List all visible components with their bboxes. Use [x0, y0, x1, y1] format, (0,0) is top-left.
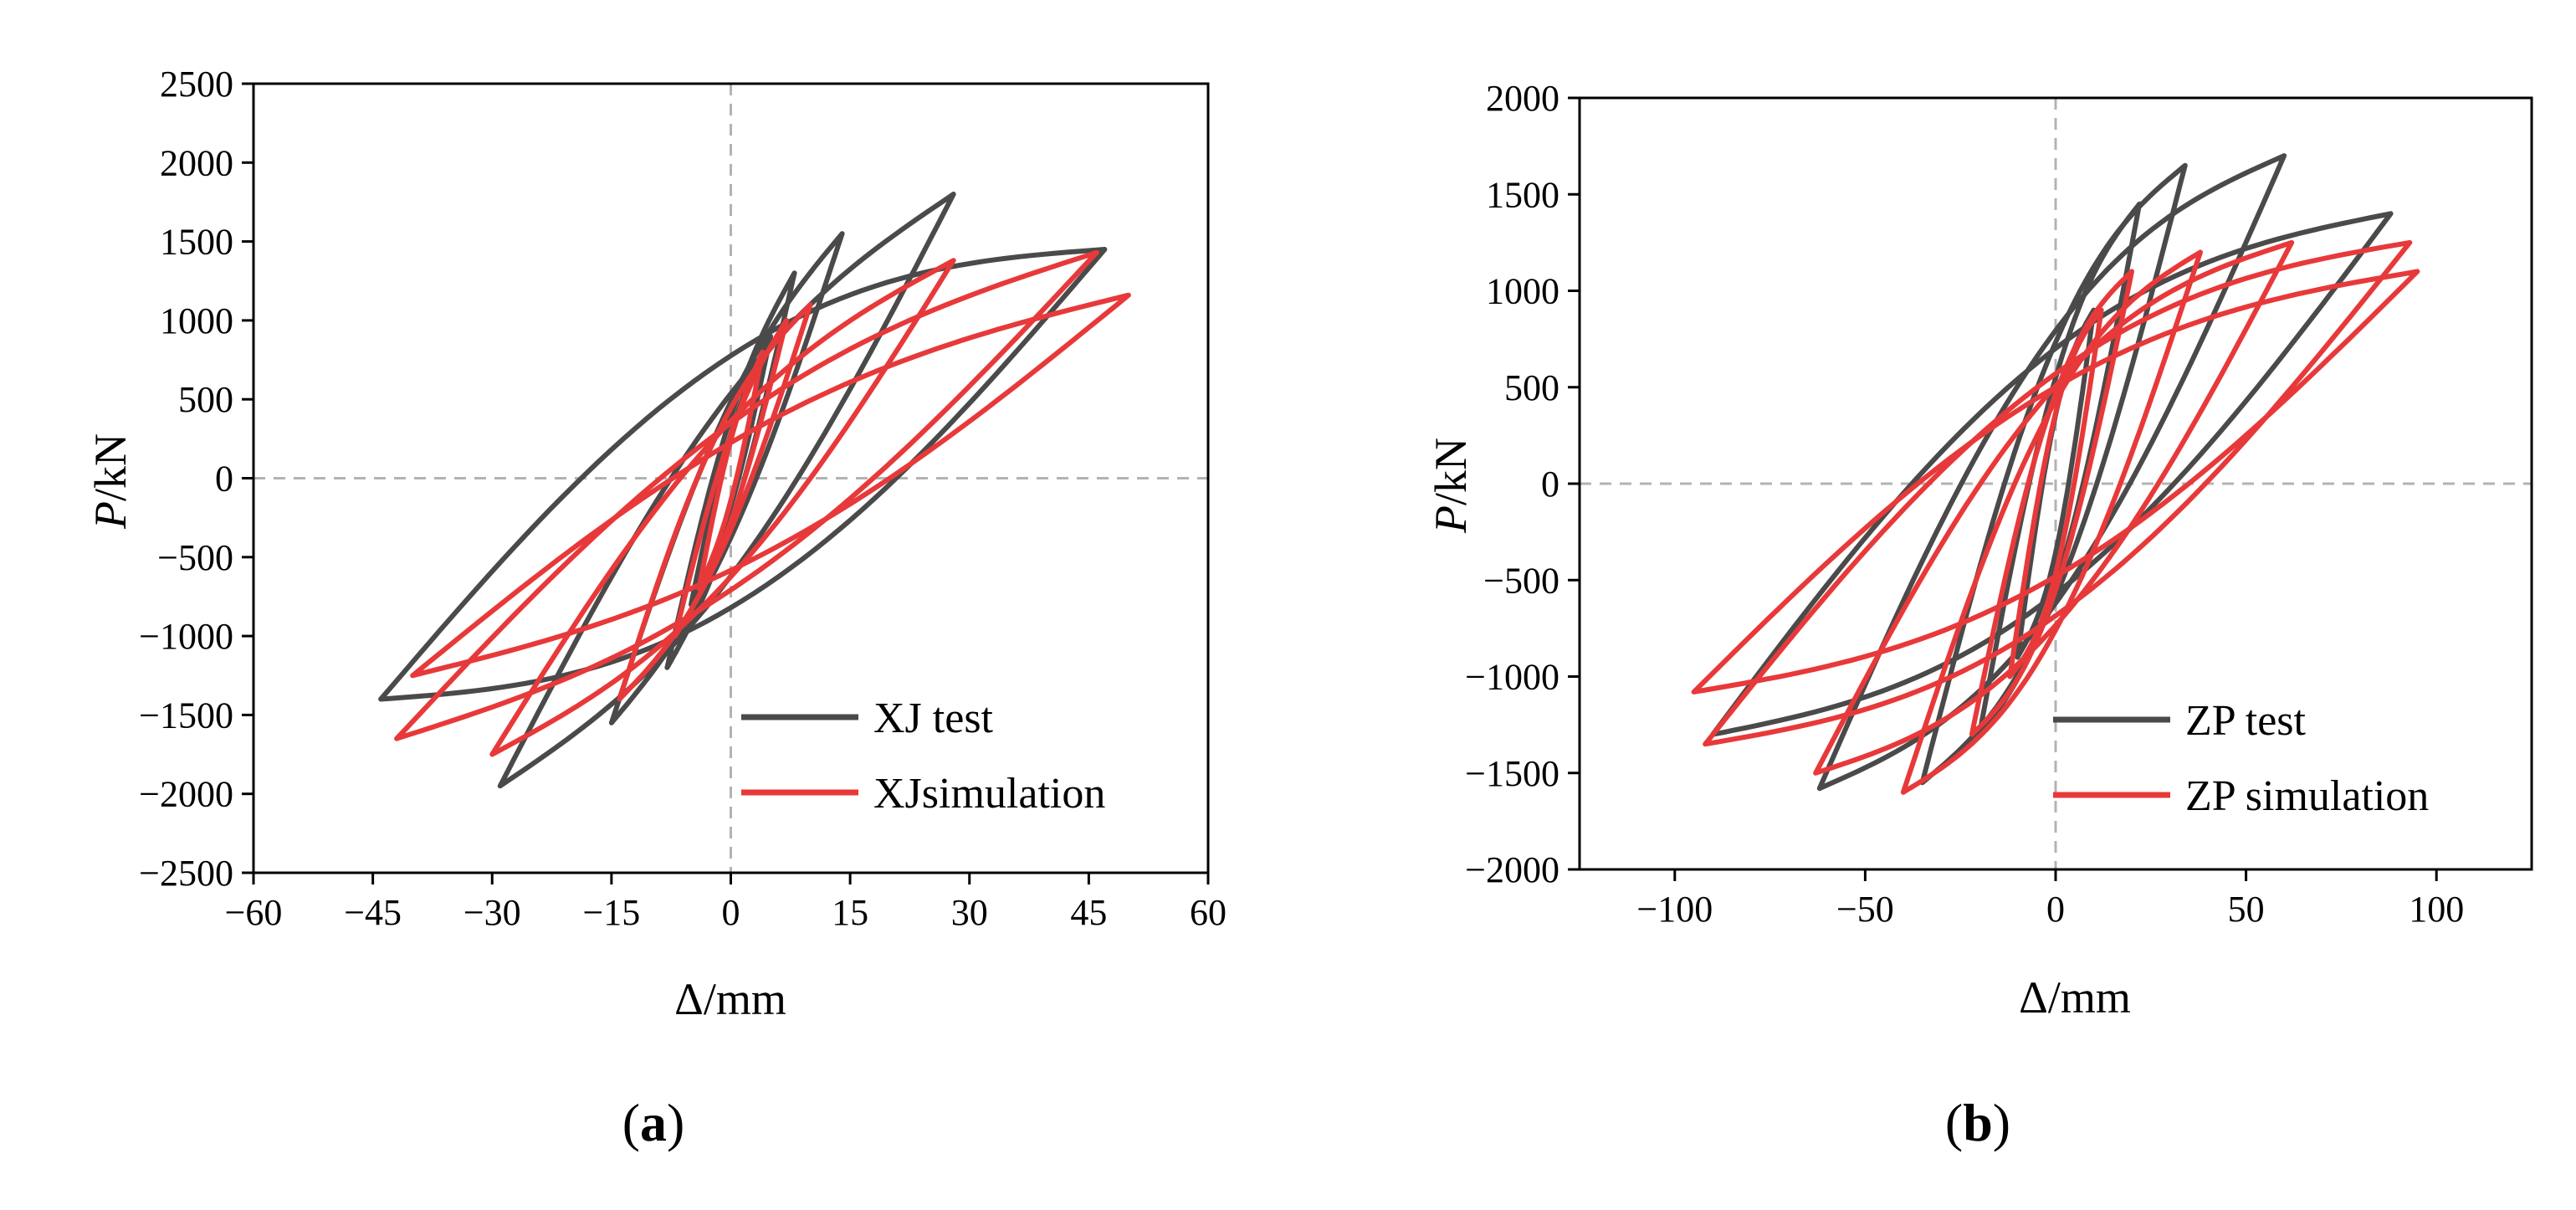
y-axis-title: P/kN [1426, 438, 1476, 534]
y-tick-label: 1000 [1486, 271, 1559, 312]
y-tick-label: 2000 [1486, 78, 1559, 119]
x-tick-label: −15 [582, 892, 640, 933]
panel-label: (a) [622, 1093, 685, 1152]
y-tick-label: −2000 [139, 774, 233, 815]
hysteresis-curves [378, 192, 1131, 789]
x-tick-label: −60 [225, 892, 283, 933]
y-tick-label: −500 [1483, 560, 1559, 601]
x-tick-label: 15 [832, 892, 868, 933]
hysteresis-loop [1900, 249, 2203, 795]
legend-label: ZP simulation [2185, 772, 2429, 820]
y-tick-label: 0 [215, 459, 233, 500]
chart-panel-a: −60 −45 −30 −15 0 15 30 45 60 2500 2000 1500 1000 50… [85, 64, 1227, 1152]
x-tick-label: −30 [463, 892, 521, 933]
y-tick-label: −1500 [139, 695, 233, 736]
y-axis-ticks: 2500 2000 1500 1000 500 0 −500 −1000 −1500 −2000 −… [139, 64, 254, 894]
legend-label: ZP test [2185, 697, 2307, 745]
legend-label: XJ test [873, 695, 994, 742]
hysteresis-loop [1816, 153, 2287, 792]
zero-reference-lines [1580, 98, 2532, 869]
x-tick-label: 30 [951, 892, 988, 933]
y-tick-label: −1000 [1465, 657, 1559, 698]
hysteresis-loop [696, 349, 766, 592]
hysteresis-loop [410, 292, 1131, 679]
y-tick-label: 2000 [160, 142, 233, 183]
y-tick-label: −500 [157, 537, 233, 578]
y-axis-title: P/kN [85, 433, 136, 530]
y-tick-label: 0 [1541, 464, 1559, 505]
x-tick-label: −50 [1836, 889, 1894, 930]
hysteresis-loop [1969, 269, 2134, 737]
y-tick-label: 500 [178, 379, 233, 420]
y-tick-label: 1000 [160, 300, 233, 341]
y-tick-label: 1500 [1486, 174, 1559, 215]
hysteresis-curves [1691, 153, 2420, 795]
x-tick-label: 100 [2409, 889, 2464, 930]
zero-reference-lines [254, 84, 1208, 873]
hysteresis-loop [1813, 239, 2295, 776]
series-simulation [394, 249, 1131, 757]
hysteresis-loop [1710, 211, 2394, 737]
x-tick-label: −100 [1636, 889, 1713, 930]
x-axis-title: Δ/mm [2019, 972, 2131, 1023]
y-tick-label: 1500 [160, 222, 233, 263]
x-axis-ticks: −60 −45 −30 −15 0 15 30 45 60 [225, 873, 1227, 933]
y-tick-label: 2500 [160, 64, 233, 105]
x-tick-label: 0 [2046, 889, 2065, 930]
hysteresis-loop [378, 247, 1108, 702]
hysteresis-loop [1703, 239, 2413, 747]
x-tick-label: 50 [2228, 889, 2265, 930]
y-tick-label: −2500 [139, 853, 233, 894]
y-axis-ticks: 2000 1500 1000 500 0 −500 −1000 −1500 −2000 [1465, 78, 1580, 890]
y-tick-label: 500 [1504, 367, 1559, 408]
x-tick-label: 0 [722, 892, 740, 933]
x-axis-title: Δ/mm [674, 974, 786, 1024]
hysteresis-loop [1691, 269, 2420, 695]
chart-panel-b: −100 −50 0 50 100 2000150010005000−500−1000−… [1426, 78, 2533, 1152]
x-tick-label: −45 [344, 892, 402, 933]
legend: XJ test XJsimulation [741, 695, 1105, 818]
panel-label: (b) [1945, 1093, 2010, 1152]
y-tick-label: −1000 [139, 616, 233, 657]
legend-label: XJsimulation [873, 770, 1105, 818]
y-tick-label: −1500 [1465, 753, 1559, 794]
x-axis-ticks: −100 −50 0 50 100 [1636, 869, 2464, 930]
y-tick-label: −2000 [1465, 849, 1559, 890]
x-tick-label: 45 [1070, 892, 1107, 933]
series-simulation [1691, 239, 2420, 795]
hysteresis-loop [489, 258, 956, 757]
legend: ZP test ZP simulation [2053, 697, 2429, 820]
x-tick-label: 60 [1190, 892, 1227, 933]
